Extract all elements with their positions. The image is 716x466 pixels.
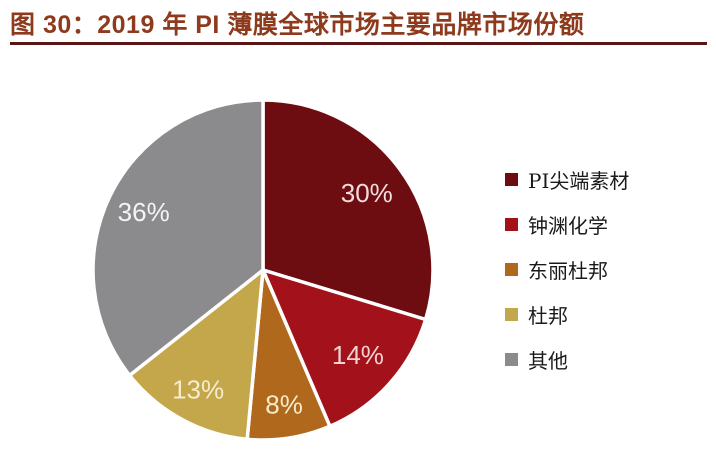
slice-label-4: 36%: [118, 197, 170, 227]
legend-swatch-icon: [505, 262, 518, 276]
pie-slice-4: [91, 98, 265, 378]
legend-label: 杜邦: [528, 303, 568, 328]
legend-label: PI尖端素材: [528, 168, 630, 193]
legend-item-0: PI尖端素材: [505, 167, 630, 193]
legend: PI尖端素材 钟渊化学东丽杜邦杜邦其他: [505, 167, 629, 392]
legend-swatch-icon: [505, 352, 518, 366]
pie-slice-3: [127, 268, 265, 442]
legend-item-2: 东丽杜邦: [505, 257, 629, 283]
legend-label: 其他: [528, 348, 568, 373]
legend-swatch-icon: [505, 307, 518, 321]
figure-title: 图 30：2019 年 PI 薄膜全球市场主要品牌市场份额: [10, 11, 585, 39]
legend-item-4: 其他: [505, 347, 629, 373]
pie-slice-0: [261, 98, 435, 322]
slice-label-2: 8%: [265, 389, 303, 419]
legend-item-1: 钟渊化学: [505, 212, 629, 238]
slice-label-0: 30%: [341, 178, 393, 208]
legend-label: 东丽杜邦: [528, 258, 608, 283]
legend-item-3: 杜邦: [505, 302, 629, 328]
slice-label-3: 13%: [172, 375, 224, 405]
legend-label: 钟渊化学: [528, 213, 608, 238]
title-underline: [10, 42, 707, 45]
legend-swatch-icon: [505, 172, 518, 186]
pie-slice-1: [261, 268, 428, 429]
legend-swatch-icon: [505, 217, 518, 231]
pie-chart: 30% 14% 8% 13% 36%: [91, 98, 435, 442]
slice-label-1: 14%: [332, 340, 384, 370]
